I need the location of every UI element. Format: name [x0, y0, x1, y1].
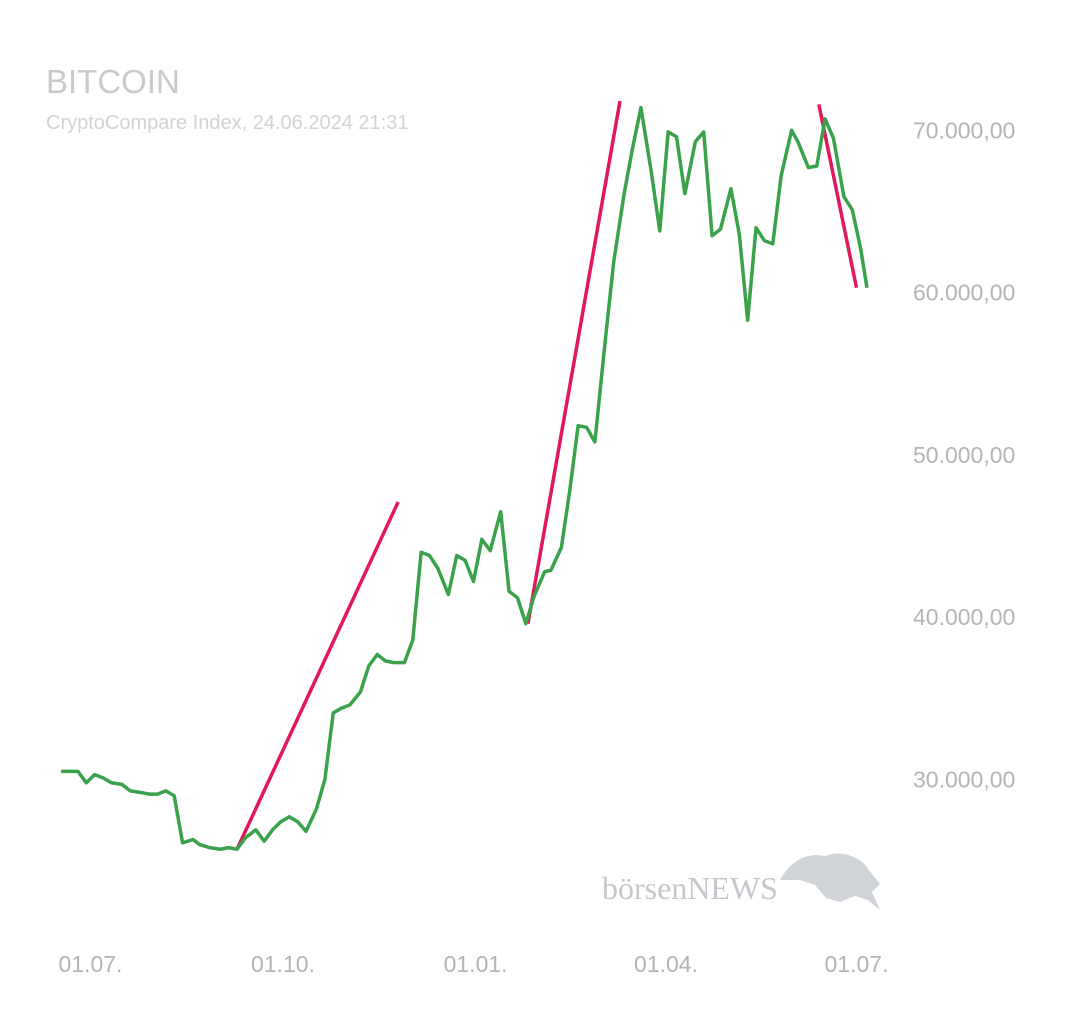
y-tick-label: 50.000,00	[913, 442, 1015, 468]
trend-line	[817, 103, 859, 289]
trend-line	[235, 501, 400, 851]
x-tick-label: 01.01.	[444, 951, 508, 977]
y-tick-label: 30.000,00	[913, 766, 1015, 792]
x-tick-label: 01.10.	[251, 951, 315, 977]
y-tick-label: 70.000,00	[913, 117, 1015, 143]
watermark: börsenNEWS	[602, 870, 778, 906]
bull-logo	[780, 853, 880, 910]
y-tick-label: 60.000,00	[913, 280, 1015, 306]
x-tick-label: 01.07.	[825, 951, 889, 977]
trend-line	[526, 100, 622, 624]
x-tick-label: 01.07.	[58, 951, 122, 977]
y-tick-label: 40.000,00	[913, 604, 1015, 630]
chart-subtitle: CryptoCompare Index, 24.06.2024 21:31	[46, 112, 408, 134]
price-line	[61, 105, 869, 852]
chart-title: BITCOIN	[46, 63, 180, 100]
x-tick-label: 01.04.	[634, 951, 698, 977]
